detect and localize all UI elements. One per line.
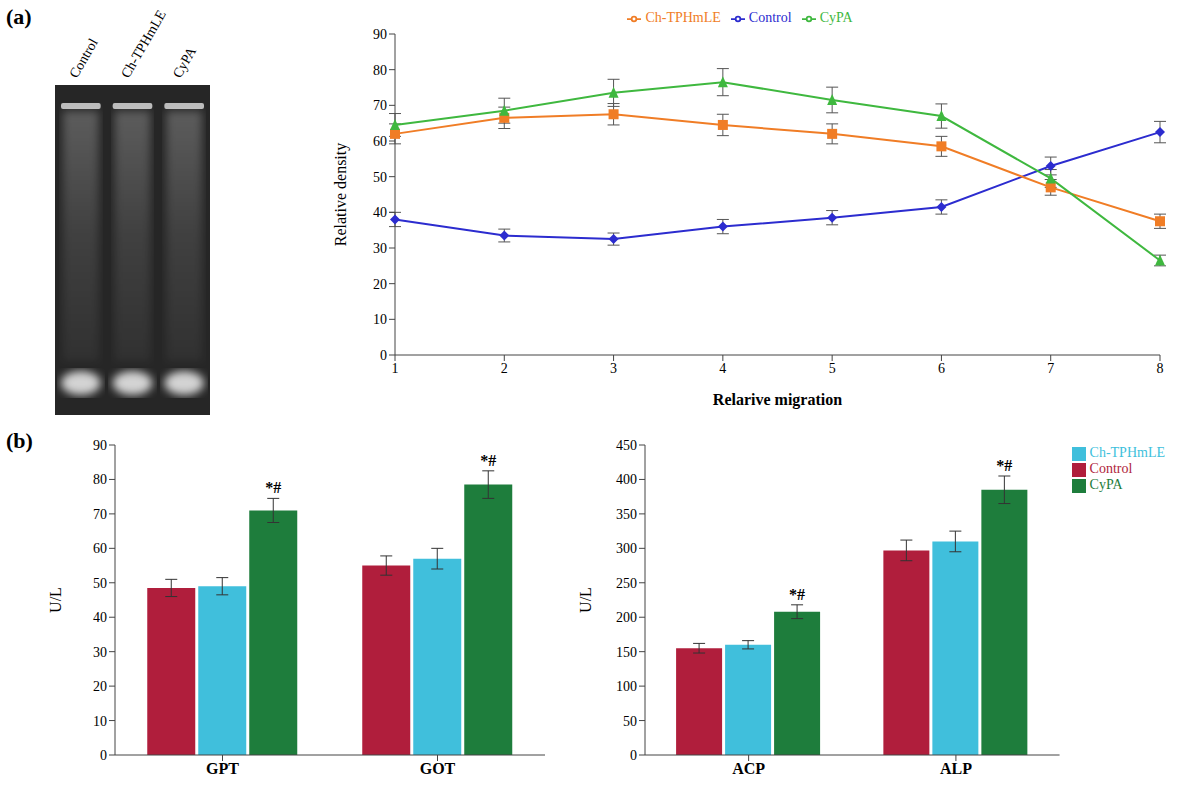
- svg-text:200: 200: [616, 610, 637, 625]
- svg-text:*#: *#: [265, 479, 281, 496]
- svg-text:5: 5: [829, 361, 836, 376]
- svg-text:350: 350: [616, 507, 637, 522]
- svg-text:6: 6: [938, 361, 945, 376]
- svg-text:250: 250: [616, 576, 637, 591]
- svg-text:100: 100: [616, 679, 637, 694]
- svg-text:*#: *#: [480, 452, 496, 469]
- svg-text:150: 150: [616, 645, 637, 660]
- svg-text:60: 60: [373, 134, 387, 149]
- svg-text:20: 20: [93, 679, 107, 694]
- svg-text:CyPA: CyPA: [170, 44, 200, 81]
- html-text:Control: Control: [748, 10, 792, 25]
- svg-text:80: 80: [373, 63, 387, 78]
- svg-text:GOT: GOT: [420, 760, 456, 777]
- svg-text:10: 10: [373, 312, 387, 327]
- html-text:Ch-TPHmLE: Ch-TPHmLE: [645, 10, 721, 25]
- svg-text:400: 400: [616, 472, 637, 487]
- html-text:CyPA: CyPA: [819, 10, 853, 25]
- svg-text:50: 50: [623, 714, 637, 729]
- svg-text:70: 70: [373, 98, 387, 113]
- svg-text:2: 2: [501, 361, 508, 376]
- svg-text:50: 50: [93, 576, 107, 591]
- svg-text:40: 40: [373, 205, 387, 220]
- svg-text:ACP: ACP: [732, 760, 765, 777]
- svg-text:90: 90: [373, 27, 387, 42]
- svg-text:GPT: GPT: [206, 760, 239, 777]
- svg-text:8: 8: [1157, 361, 1164, 376]
- svg-text:0: 0: [380, 348, 387, 363]
- html-text:Control: Control: [1089, 461, 1133, 476]
- svg-text:Ch-TPHmLE: Ch-TPHmLE: [118, 8, 169, 81]
- svg-text:300: 300: [616, 541, 637, 556]
- svg-text:450: 450: [616, 438, 637, 453]
- svg-text:*#: *#: [996, 457, 1012, 474]
- svg-text:ALP: ALP: [940, 760, 972, 777]
- svg-text:1: 1: [392, 361, 399, 376]
- svg-text:Relative density: Relative density: [332, 143, 350, 247]
- svg-text:0: 0: [100, 748, 107, 763]
- svg-text:U/L: U/L: [577, 587, 594, 613]
- svg-text:30: 30: [93, 645, 107, 660]
- svg-text:70: 70: [93, 507, 107, 522]
- svg-text:3: 3: [610, 361, 617, 376]
- svg-text:80: 80: [93, 472, 107, 487]
- svg-text:30: 30: [373, 241, 387, 256]
- html-text:CyPA: CyPA: [1089, 477, 1123, 492]
- svg-text:*#: *#: [789, 586, 805, 603]
- svg-text:90: 90: [93, 438, 107, 453]
- svg-text:U/L: U/L: [47, 587, 64, 613]
- svg-text:40: 40: [93, 610, 107, 625]
- svg-text:0: 0: [630, 748, 637, 763]
- html-text:Ch-TPHmLE: Ch-TPHmLE: [1089, 445, 1165, 460]
- html-text:(a): (a): [6, 4, 32, 29]
- svg-text:50: 50: [373, 170, 387, 185]
- svg-text:60: 60: [93, 541, 107, 556]
- svg-text:7: 7: [1047, 361, 1054, 376]
- svg-text:4: 4: [719, 361, 726, 376]
- svg-text:Relarive migration: Relarive migration: [713, 391, 842, 409]
- svg-text:10: 10: [93, 714, 107, 729]
- html-text:(b): (b): [6, 428, 33, 453]
- svg-text:20: 20: [373, 277, 387, 292]
- svg-text:Control: Control: [66, 36, 100, 81]
